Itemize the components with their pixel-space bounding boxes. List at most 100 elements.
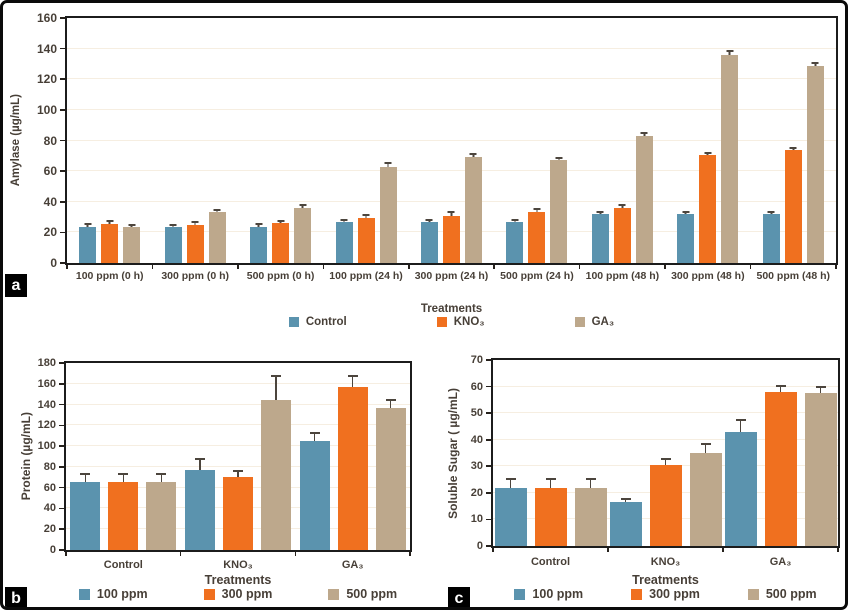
error-bar xyxy=(384,162,392,167)
y-tick-label: 0 xyxy=(50,256,57,270)
bar xyxy=(294,204,312,263)
gridline xyxy=(67,170,836,172)
x-tick-mark xyxy=(151,265,154,269)
error-bar xyxy=(156,473,167,483)
gridline xyxy=(493,438,838,440)
error-bar xyxy=(620,497,631,503)
bar xyxy=(649,457,682,546)
gridline xyxy=(67,78,836,80)
legend-item: 300 ppm xyxy=(631,587,700,601)
error-bar xyxy=(700,443,711,453)
error-bar xyxy=(106,220,114,224)
bar-group xyxy=(608,360,723,546)
bar-group xyxy=(181,363,296,550)
gridline xyxy=(493,412,838,414)
gridline xyxy=(66,403,410,405)
category-label: 300 ppm (48 h) xyxy=(671,270,745,282)
bar xyxy=(70,473,101,550)
y-tick-mark xyxy=(60,47,65,50)
legend: Control KNO₃ GA₃ xyxy=(65,316,838,328)
bar-group xyxy=(580,18,665,263)
legend-swatch xyxy=(514,588,526,600)
legend-item: 300 ppm xyxy=(203,587,272,601)
error-bar xyxy=(425,219,433,223)
category-label: 500 ppm (48 h) xyxy=(756,270,831,282)
x-tick-mark xyxy=(722,548,724,552)
y-tick-mark xyxy=(60,170,65,172)
bar xyxy=(609,497,642,546)
y-tick-label: 50 xyxy=(470,407,483,420)
error-bar xyxy=(704,151,712,156)
x-tick-mark xyxy=(407,265,410,269)
x-tick-mark xyxy=(66,265,68,269)
bar xyxy=(379,162,397,263)
bar xyxy=(208,208,226,263)
bar xyxy=(375,399,406,550)
y-tick-mark xyxy=(486,412,491,414)
y-tick-mark xyxy=(486,545,491,547)
y-tick-label: 40 xyxy=(43,194,57,209)
y-tick-mark xyxy=(59,445,64,447)
bar xyxy=(677,210,695,263)
bar xyxy=(357,214,375,263)
bar-group xyxy=(665,18,750,263)
error-bar xyxy=(271,374,281,401)
error-bar xyxy=(505,477,516,488)
y-tick-label: 100 xyxy=(36,102,57,117)
bar xyxy=(724,419,757,546)
y-tick-label: 140 xyxy=(36,41,57,56)
y-tick-mark xyxy=(59,382,64,385)
legend-swatch xyxy=(574,317,585,327)
error-bar xyxy=(735,419,746,432)
error-bar xyxy=(811,61,819,67)
gridline xyxy=(66,445,410,447)
legend-swatch xyxy=(288,317,299,327)
bar xyxy=(784,146,802,263)
bar xyxy=(272,219,290,263)
x-tick-mark xyxy=(664,265,666,269)
bar xyxy=(528,208,546,263)
error-bar xyxy=(347,374,358,388)
gridline xyxy=(66,465,410,467)
bar xyxy=(299,431,330,550)
y-tick-mark xyxy=(486,518,491,521)
bar-group xyxy=(67,18,152,263)
legend-item: KNO₃ xyxy=(436,316,485,328)
y-tick-mark xyxy=(59,507,64,510)
error-bar xyxy=(447,211,455,216)
x-tick-mark xyxy=(749,265,752,269)
bar xyxy=(494,477,527,546)
y-tick-mark xyxy=(486,438,491,441)
x-tick-mark xyxy=(294,552,297,556)
y-tick-mark xyxy=(60,78,65,81)
y-tick-mark xyxy=(59,403,64,406)
bar xyxy=(335,219,353,263)
bar xyxy=(185,457,215,550)
legend-label: 300 ppm xyxy=(649,587,700,601)
bar xyxy=(762,210,780,263)
chart-sugar: Soluble Sugar ( µg/mL) 0 10 20 30 40 50 60 70 Con… xyxy=(3,3,845,607)
category-label: GA₃ xyxy=(769,556,792,568)
error-bar xyxy=(309,431,320,442)
y-tick-mark xyxy=(60,17,65,19)
error-bar xyxy=(255,223,263,227)
error-bar xyxy=(596,210,604,215)
x-axis-title: Treatments xyxy=(420,303,483,315)
y-tick-mark xyxy=(486,385,491,388)
panel-label-a: a xyxy=(5,274,27,297)
error-bar xyxy=(511,219,519,223)
bar xyxy=(804,385,837,546)
legend-swatch xyxy=(78,588,90,600)
bar-groups xyxy=(66,363,410,550)
y-tick-mark xyxy=(60,200,65,203)
plot-area xyxy=(65,16,838,265)
x-tick-mark xyxy=(837,548,839,552)
legend-swatch xyxy=(203,588,215,600)
x-tick-mark xyxy=(492,548,494,552)
category-label: 300 ppm (24 h) xyxy=(414,270,489,282)
legend-item: 500 ppm xyxy=(747,587,817,601)
error-bar xyxy=(169,223,177,228)
y-tick-label: 40 xyxy=(43,502,56,515)
legend-swatch xyxy=(631,588,643,600)
y-tick-mark xyxy=(59,486,64,489)
